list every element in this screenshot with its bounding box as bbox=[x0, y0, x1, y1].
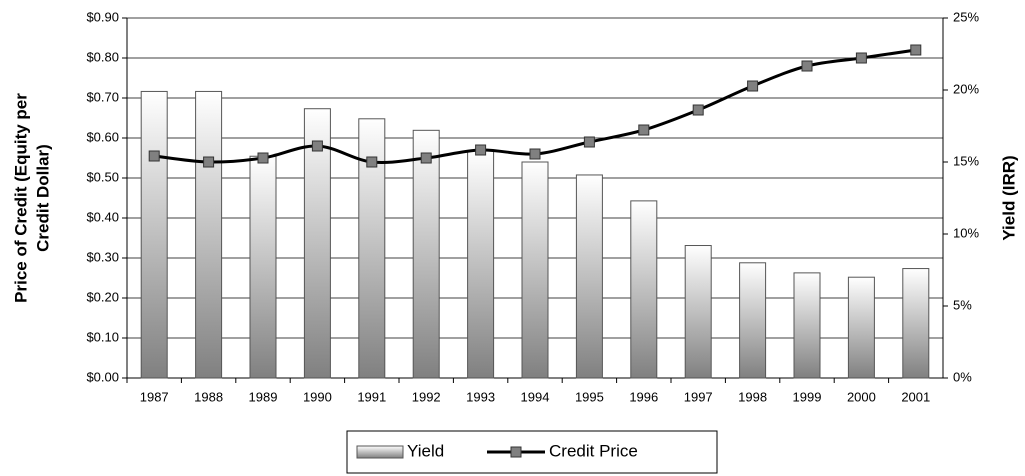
x-tick-label: 1993 bbox=[466, 389, 495, 404]
marker bbox=[692, 104, 704, 116]
bar bbox=[249, 155, 277, 379]
y2-tick-label: 20% bbox=[953, 81, 979, 96]
x-tick-label: 1997 bbox=[684, 389, 713, 404]
marker bbox=[148, 150, 160, 162]
y-axis-title: Credit Dollar) bbox=[33, 144, 52, 252]
bar bbox=[467, 149, 495, 379]
marker bbox=[257, 152, 269, 164]
marker bbox=[638, 124, 650, 136]
bar bbox=[195, 90, 223, 379]
bar bbox=[739, 262, 767, 379]
y2-tick-label: 15% bbox=[953, 153, 979, 168]
marker bbox=[420, 152, 432, 164]
bar bbox=[521, 161, 549, 379]
marker bbox=[583, 136, 595, 148]
marker bbox=[910, 44, 922, 56]
marker bbox=[475, 144, 487, 156]
legend-swatch bbox=[356, 445, 404, 459]
y-tick-label: $0.60 bbox=[86, 129, 119, 144]
x-tick-label: 1995 bbox=[575, 389, 604, 404]
y2-tick-label: 10% bbox=[953, 225, 979, 240]
x-tick-label: 1990 bbox=[303, 389, 332, 404]
x-tick-label: 1998 bbox=[738, 389, 767, 404]
x-tick-label: 1988 bbox=[194, 389, 223, 404]
x-tick-label: 1991 bbox=[357, 389, 386, 404]
marker bbox=[801, 60, 813, 72]
x-tick-label: 2001 bbox=[901, 389, 930, 404]
x-tick-label: 1992 bbox=[412, 389, 441, 404]
marker bbox=[203, 156, 215, 168]
legend-label: Credit Price bbox=[549, 441, 638, 460]
x-tick-label: 1994 bbox=[521, 389, 550, 404]
x-tick-label: 1996 bbox=[629, 389, 658, 404]
legend-label: Yield bbox=[407, 441, 444, 460]
bar bbox=[902, 268, 930, 379]
bar bbox=[847, 276, 875, 379]
bar bbox=[140, 90, 168, 379]
bar bbox=[684, 245, 712, 379]
x-tick-label: 2000 bbox=[847, 389, 876, 404]
bar bbox=[575, 174, 603, 379]
x-tick-label: 1987 bbox=[140, 389, 169, 404]
bar bbox=[630, 200, 658, 379]
y-tick-label: $0.30 bbox=[86, 249, 119, 264]
bar bbox=[412, 129, 440, 379]
y-axis-title: Price of Credit (Equity per bbox=[11, 93, 30, 303]
y-tick-label: $0.90 bbox=[86, 9, 119, 24]
y-tick-label: $0.80 bbox=[86, 49, 119, 64]
y-tick-label: $0.00 bbox=[86, 369, 119, 384]
y2-tick-label: 0% bbox=[953, 369, 972, 384]
marker bbox=[747, 80, 759, 92]
legend-swatch bbox=[510, 446, 522, 458]
y2-tick-label: 5% bbox=[953, 297, 972, 312]
marker bbox=[366, 156, 378, 168]
y-tick-label: $0.40 bbox=[86, 209, 119, 224]
y-tick-label: $0.20 bbox=[86, 289, 119, 304]
marker bbox=[855, 52, 867, 64]
marker bbox=[311, 140, 323, 152]
x-tick-label: 1989 bbox=[249, 389, 278, 404]
y-tick-label: $0.10 bbox=[86, 329, 119, 344]
x-tick-label: 1999 bbox=[793, 389, 822, 404]
y-tick-label: $0.50 bbox=[86, 169, 119, 184]
y-tick-label: $0.70 bbox=[86, 89, 119, 104]
bar bbox=[793, 272, 821, 379]
y2-axis-title: Yield (IRR) bbox=[999, 155, 1018, 240]
marker bbox=[529, 148, 541, 160]
bar bbox=[303, 108, 331, 379]
y2-tick-label: 25% bbox=[953, 9, 979, 24]
